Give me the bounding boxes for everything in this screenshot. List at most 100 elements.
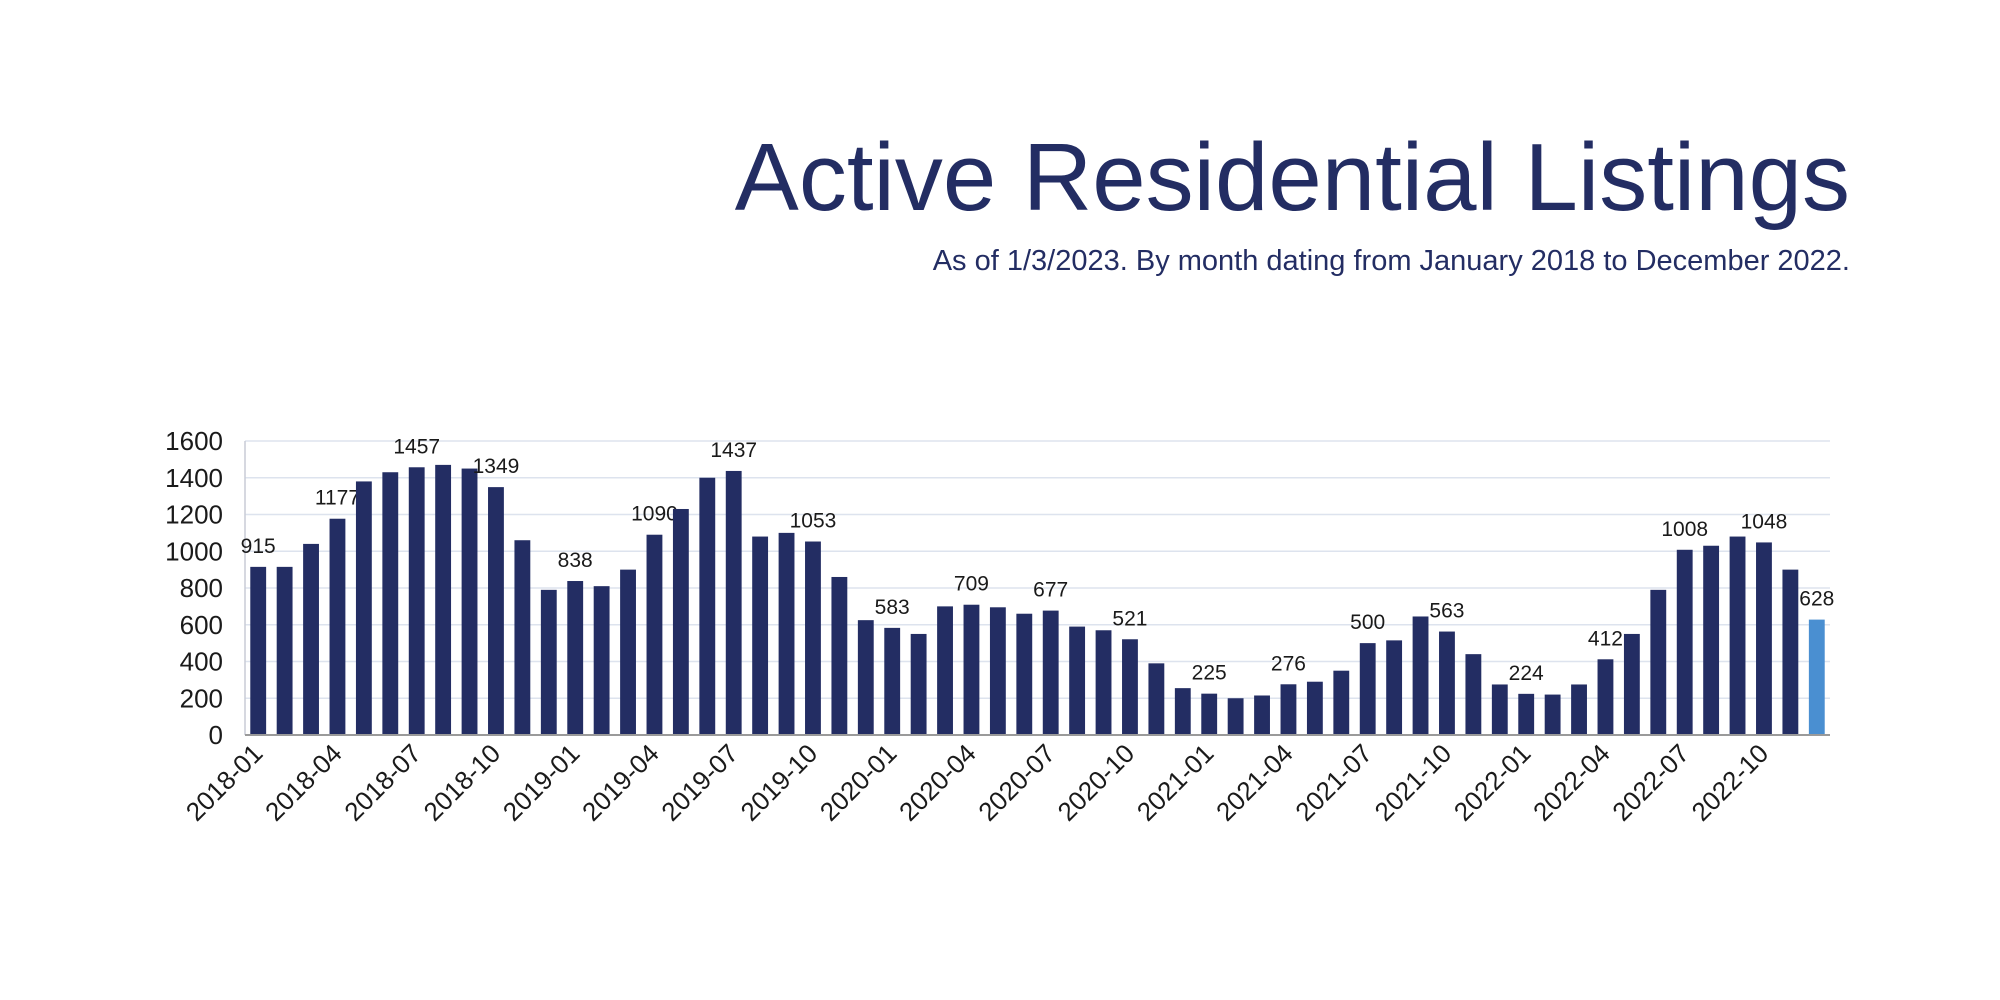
data-label: 224 [1509, 662, 1544, 685]
x-tick-label: 2022-04 [1527, 738, 1616, 827]
bar [699, 477, 716, 735]
bar [805, 541, 821, 735]
data-label: 225 [1192, 662, 1227, 685]
x-tick-label: 2019-01 [497, 738, 586, 827]
bar [1306, 681, 1323, 735]
bar [540, 589, 557, 735]
data-label: 276 [1271, 652, 1306, 675]
bar [1042, 610, 1059, 735]
x-tick-label: 2020-10 [1052, 738, 1141, 827]
data-label: 412 [1588, 627, 1623, 650]
bar [1623, 633, 1640, 735]
bar [1333, 670, 1350, 735]
bar [461, 468, 478, 735]
bar [1016, 613, 1033, 735]
bar [593, 586, 610, 735]
bar [1174, 688, 1191, 735]
data-label: 500 [1350, 611, 1385, 634]
y-tick-label: 1600 [165, 426, 223, 456]
bar [567, 581, 584, 735]
chart-subtitle: As of 1/3/2023. By month dating from Jan… [933, 245, 1850, 277]
x-tick-label: 2021-07 [1289, 738, 1378, 827]
bar [725, 470, 742, 735]
bar [672, 508, 689, 735]
data-label: 1008 [1661, 518, 1708, 541]
bar [989, 607, 1006, 735]
x-tick-label: 2021-04 [1210, 738, 1299, 827]
x-tick-label: 2021-10 [1369, 738, 1458, 827]
x-tick-label: 2021-01 [1131, 738, 1220, 827]
bar [276, 566, 293, 735]
data-label: 1437 [710, 439, 757, 462]
bar [329, 518, 346, 735]
bar [778, 532, 795, 735]
bar [1650, 589, 1667, 735]
bar [250, 566, 267, 735]
bar [937, 606, 953, 735]
data-label: 915 [241, 535, 276, 558]
data-label: 583 [875, 596, 910, 619]
bar [1280, 684, 1297, 735]
chart-title: Active Residential Listings [735, 124, 1850, 231]
y-tick-label: 0 [209, 720, 223, 750]
bar [1808, 619, 1825, 735]
x-tick-label: 2022-01 [1448, 738, 1537, 827]
data-label: 521 [1112, 607, 1147, 630]
x-tick-label: 2022-10 [1686, 738, 1775, 827]
bar [1676, 549, 1693, 735]
y-tick-label: 600 [180, 610, 223, 640]
x-tick-label: 2020-01 [814, 738, 903, 827]
data-label: 1053 [790, 510, 837, 533]
x-tick-label: 2020-04 [893, 738, 982, 827]
bar [488, 487, 504, 735]
data-label: 1048 [1741, 510, 1788, 533]
bar [1412, 616, 1429, 735]
bar [382, 472, 399, 735]
x-tick-label: 2022-07 [1606, 738, 1695, 827]
bar [1597, 659, 1614, 735]
bar [1465, 654, 1482, 735]
data-label: 709 [954, 573, 989, 596]
bar [1703, 545, 1720, 735]
bar [1439, 631, 1455, 735]
y-tick-label: 1200 [165, 500, 223, 530]
x-tick-label: 2019-04 [576, 738, 665, 827]
bar [857, 620, 874, 735]
y-tick-label: 1000 [165, 536, 223, 566]
bar [1729, 536, 1746, 735]
data-label: 1457 [393, 435, 440, 458]
x-tick-label: 2019-10 [735, 738, 824, 827]
data-label: 1349 [473, 455, 520, 478]
bar [1069, 626, 1086, 735]
data-label: 677 [1033, 579, 1068, 602]
data-label: 628 [1799, 588, 1834, 611]
bar [884, 627, 901, 735]
y-tick-label: 400 [180, 647, 223, 677]
bar [1544, 694, 1561, 735]
bar [1201, 693, 1218, 735]
bar [1359, 643, 1376, 735]
x-tick-label: 2019-07 [655, 738, 744, 827]
data-label: 563 [1429, 600, 1464, 623]
bar [514, 540, 531, 735]
data-label: 838 [558, 549, 593, 572]
bar [1782, 569, 1799, 735]
bar [963, 604, 980, 735]
x-tick-label: 2018-07 [338, 738, 427, 827]
x-tick-label: 2018-10 [418, 738, 507, 827]
bar [408, 467, 425, 735]
y-tick-label: 200 [180, 683, 223, 713]
x-tick-label: 2020-07 [972, 738, 1061, 827]
x-tick-label: 2018-01 [180, 738, 269, 827]
bar [1386, 640, 1403, 735]
bar [435, 464, 452, 735]
bar [355, 481, 372, 735]
bar [1148, 663, 1165, 735]
bar [303, 543, 319, 735]
bar [1756, 542, 1772, 735]
bar [752, 536, 769, 735]
bar [646, 534, 663, 735]
bar [1122, 639, 1138, 735]
bar [831, 576, 848, 735]
